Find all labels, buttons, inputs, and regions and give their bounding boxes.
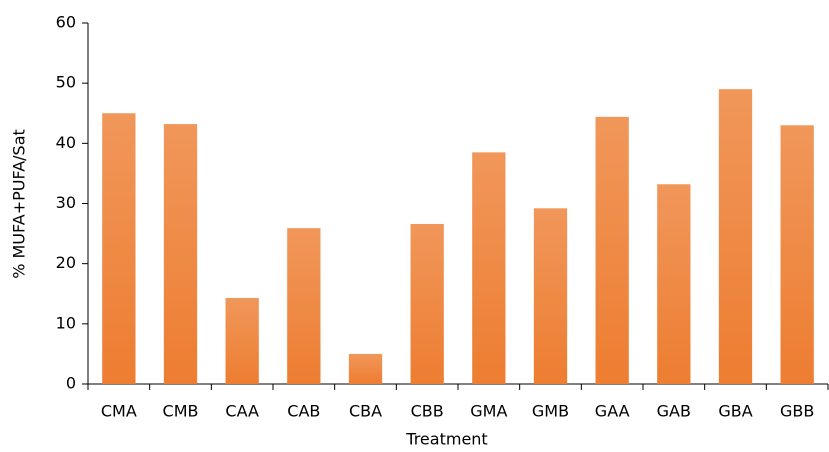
- x-tick-label: GBA: [718, 402, 752, 421]
- x-tick-label: GBB: [780, 402, 814, 421]
- x-tick-label: CBB: [411, 402, 444, 421]
- y-tick-label: 20: [56, 253, 76, 272]
- x-tick-label: CAB: [287, 402, 320, 421]
- y-tick-label: 60: [56, 13, 76, 32]
- x-tick-label: CAA: [225, 402, 259, 421]
- y-tick-label: 0: [66, 374, 76, 393]
- x-tick-label: CMA: [101, 402, 137, 421]
- y-tick-label: 30: [56, 193, 76, 212]
- bar: [657, 184, 691, 384]
- bar: [225, 297, 259, 384]
- bar: [163, 124, 198, 384]
- bar: [472, 152, 506, 384]
- bar: [102, 113, 136, 384]
- bar: [780, 125, 814, 385]
- x-axis-label: Treatment: [405, 430, 487, 449]
- x-tick-label: GMA: [470, 402, 507, 421]
- bar: [287, 228, 321, 384]
- bar: [533, 208, 568, 384]
- bar: [595, 116, 629, 385]
- bar: [410, 223, 444, 384]
- bar: [718, 89, 753, 384]
- x-tick-label: CBA: [349, 402, 382, 421]
- y-axis-label: % MUFA+PUFA/Sat: [10, 129, 29, 279]
- x-tick-label: CMB: [163, 402, 199, 421]
- y-tick-label: 40: [56, 133, 76, 152]
- x-tick-label: GMB: [532, 402, 569, 421]
- y-tick-label: 50: [56, 73, 76, 92]
- y-tick-label: 10: [56, 313, 76, 332]
- bar: [348, 353, 383, 384]
- x-tick-label: GAA: [595, 402, 630, 421]
- x-tick-label: GAB: [657, 402, 691, 421]
